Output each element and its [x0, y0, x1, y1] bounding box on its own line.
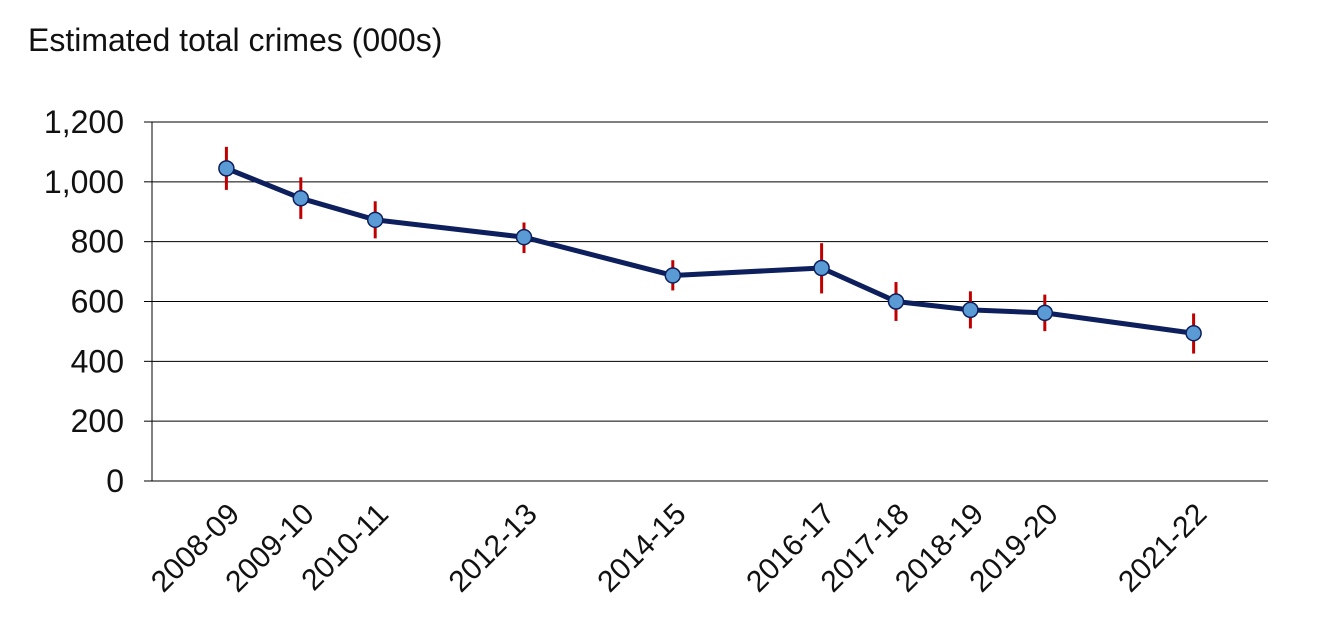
gridlines — [152, 121, 1268, 422]
data-point — [1036, 304, 1054, 322]
data-point — [1185, 324, 1202, 342]
y-tick-label: 1,200 — [44, 104, 124, 140]
x-tick-label: 2012-13 — [443, 497, 544, 598]
y-tick-label: 600 — [71, 284, 124, 320]
y-tick-label: 200 — [71, 403, 124, 439]
series-line — [225, 166, 1194, 336]
y-tick-label: 400 — [71, 343, 124, 379]
y-axis-tick-labels: 0 200 400 600 800 1,000 1,200 — [44, 104, 124, 499]
data-point — [218, 160, 235, 177]
x-tick-label: 2014-15 — [591, 497, 692, 598]
data-points — [218, 160, 1202, 342]
data-point — [515, 228, 533, 246]
chart-title: Estimated total crimes (000s) — [28, 22, 443, 58]
data-point — [962, 301, 979, 319]
y-tick-label: 0 — [106, 463, 124, 499]
y-tick-label: 800 — [71, 224, 124, 260]
data-point — [813, 259, 830, 277]
data-point — [292, 190, 310, 207]
error-bars — [224, 146, 1196, 354]
x-tick-label: 2021-22 — [1112, 497, 1213, 598]
axes — [144, 121, 1268, 482]
series-line-path — [225, 166, 1194, 336]
data-point — [664, 267, 682, 284]
data-point — [887, 293, 905, 310]
data-point — [366, 211, 384, 229]
y-tick-label: 1,000 — [44, 164, 124, 200]
